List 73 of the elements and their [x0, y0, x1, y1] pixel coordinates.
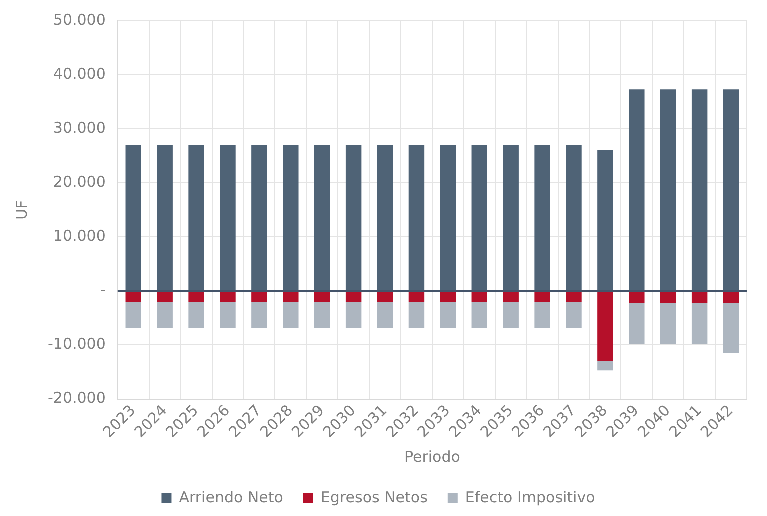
bar	[440, 302, 456, 328]
bar	[503, 302, 519, 328]
bar	[692, 90, 708, 291]
y-axis-title: UF	[12, 200, 31, 220]
bar	[252, 302, 268, 328]
bar	[220, 145, 236, 291]
bar	[346, 302, 362, 328]
bar	[252, 145, 268, 291]
bar	[660, 292, 676, 304]
bar	[598, 150, 614, 291]
y-tick-label: 10.000	[53, 227, 106, 246]
bar	[660, 303, 676, 344]
bar	[692, 303, 708, 344]
y-tick-label: 40.000	[53, 64, 106, 83]
bar	[440, 292, 456, 302]
bar	[598, 292, 614, 362]
bar	[723, 303, 740, 354]
bar	[534, 292, 550, 302]
bar	[692, 292, 708, 304]
bar	[503, 145, 519, 291]
y-tick-label: 30.000	[53, 118, 106, 137]
bar	[629, 303, 645, 344]
bar	[503, 292, 519, 302]
bar	[346, 145, 362, 291]
bar	[440, 145, 456, 291]
x-axis-title: Periodo	[404, 448, 460, 466]
bar	[188, 302, 204, 328]
bar	[566, 292, 582, 302]
bar	[220, 292, 236, 302]
bar	[157, 145, 173, 291]
bar	[472, 145, 488, 291]
bar	[534, 145, 550, 291]
bar	[629, 292, 645, 304]
legend-label: Efecto Impositivo	[465, 488, 596, 506]
bar	[629, 90, 645, 291]
bar	[314, 302, 330, 328]
bar	[660, 90, 676, 291]
bar	[472, 292, 488, 302]
legend-label: Arriendo Neto	[179, 488, 284, 506]
bar	[377, 302, 394, 328]
bar	[157, 292, 173, 302]
bar	[346, 292, 362, 302]
y-tick-label: 50.000	[53, 10, 106, 29]
bar	[723, 90, 740, 291]
bar	[598, 361, 614, 371]
bar	[126, 302, 142, 328]
y-tick-label: -10.000	[48, 335, 106, 354]
bar	[126, 145, 142, 291]
y-tick-label: -20.000	[48, 389, 106, 408]
bar	[283, 145, 299, 291]
legend-label: Egresos Netos	[320, 488, 428, 506]
bar	[220, 302, 236, 328]
bar	[377, 145, 394, 291]
bar	[157, 302, 173, 328]
bar	[377, 292, 394, 302]
y-tick-label: -	[100, 281, 106, 300]
bar	[252, 292, 268, 302]
bar	[534, 302, 550, 328]
y-tick-label: 20.000	[53, 173, 106, 192]
bar	[283, 292, 299, 302]
bar	[283, 302, 299, 328]
bar	[723, 292, 740, 304]
bar	[126, 292, 142, 302]
bar	[188, 292, 204, 302]
bar	[408, 302, 425, 328]
bar	[408, 145, 425, 291]
bar	[188, 145, 204, 291]
bar	[472, 302, 488, 328]
bar	[314, 292, 330, 302]
bar	[566, 302, 582, 328]
bar	[314, 145, 330, 291]
bar	[566, 145, 582, 291]
bar	[408, 292, 425, 302]
